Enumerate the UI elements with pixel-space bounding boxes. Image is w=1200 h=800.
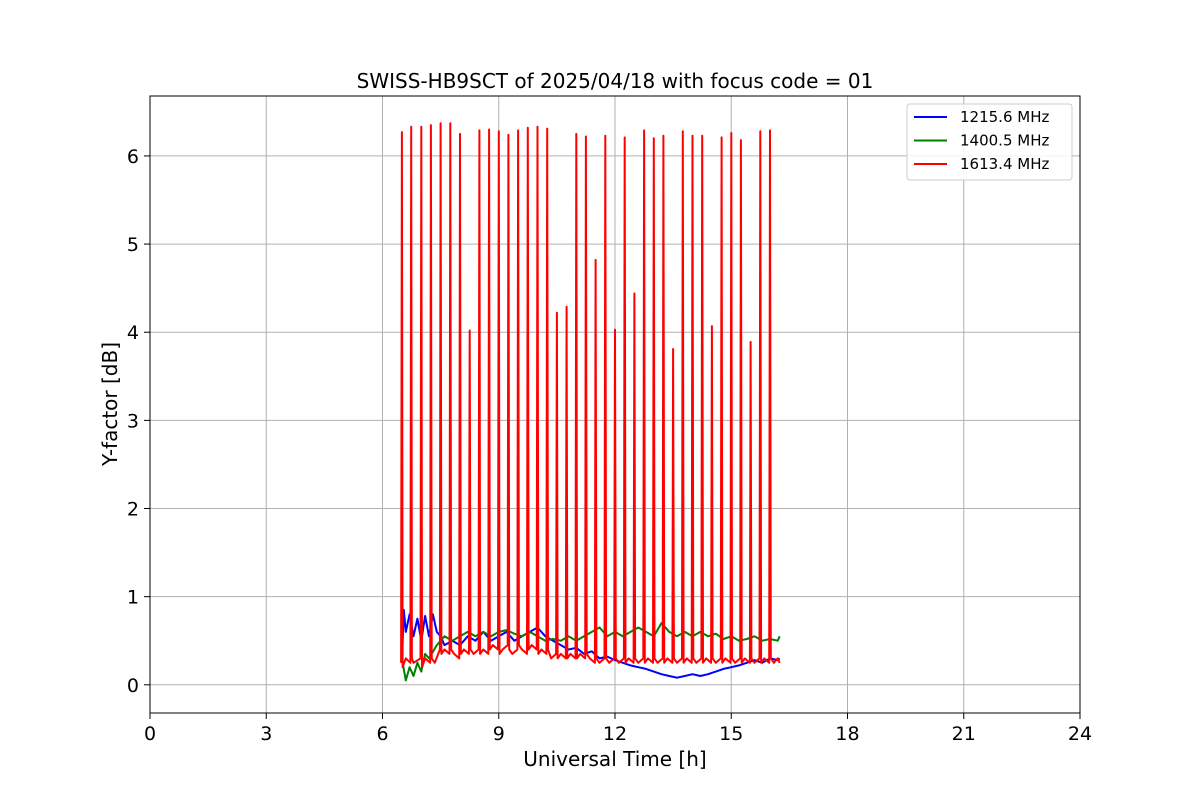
y-tick-label: 4 <box>127 322 139 344</box>
y-tick-label: 2 <box>127 499 139 521</box>
legend: 1215.6 MHz 1400.5 MHz 1613.4 MHz <box>906 103 1073 181</box>
x-tick-label: 24 <box>1068 723 1092 745</box>
legend-label: 1613.4 MHz <box>960 155 1049 173</box>
legend-label: 1400.5 MHz <box>960 132 1049 150</box>
y-tick-label: 5 <box>127 234 139 256</box>
y-tick-label: 3 <box>127 410 139 432</box>
series-line-3 <box>400 122 781 669</box>
x-tick-label: 9 <box>493 723 505 745</box>
x-tick-label: 3 <box>260 723 272 745</box>
x-axis-title: Universal Time [h] <box>523 747 706 771</box>
x-tick-label: 6 <box>376 723 388 745</box>
x-tick-label: 21 <box>952 723 976 745</box>
y-tick-label: 1 <box>127 587 139 609</box>
series-line-1 <box>400 608 781 679</box>
series-line-2 <box>400 622 781 682</box>
y-tick-label: 6 <box>127 146 139 168</box>
x-tick-label: 12 <box>603 723 627 745</box>
legend-label: 1215.6 MHz <box>960 108 1049 126</box>
series-layer <box>400 122 781 682</box>
x-tick-label: 0 <box>144 723 156 745</box>
y-axis-title: Y-factor [dB] <box>98 342 122 467</box>
chart-title: SWISS-HB9SCT of 2025/04/18 with focus co… <box>357 69 874 93</box>
x-tick-label: 18 <box>835 723 859 745</box>
legend-box <box>906 103 1073 181</box>
x-tick-label: 15 <box>719 723 743 745</box>
y-tick-label: 0 <box>127 675 139 697</box>
